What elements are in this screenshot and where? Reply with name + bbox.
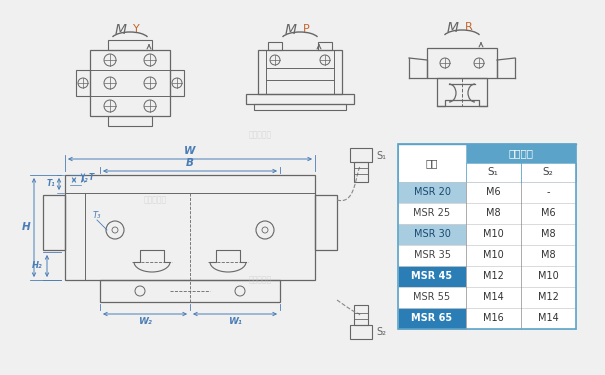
- Text: P: P: [303, 24, 310, 34]
- Text: R: R: [465, 22, 473, 32]
- Text: S₁: S₁: [488, 167, 499, 177]
- Text: M12: M12: [483, 271, 503, 281]
- Text: W₁: W₁: [228, 316, 242, 326]
- Text: M8: M8: [541, 250, 555, 260]
- Bar: [398, 245, 466, 266]
- Text: 型号: 型号: [426, 158, 438, 168]
- Text: M10: M10: [483, 250, 503, 260]
- Bar: [466, 266, 521, 287]
- Bar: [398, 144, 576, 329]
- Bar: [427, 48, 497, 78]
- Bar: [354, 162, 368, 182]
- Text: M10: M10: [538, 271, 558, 281]
- Text: T₃: T₃: [93, 210, 101, 219]
- Bar: [315, 195, 337, 250]
- Bar: [398, 203, 466, 224]
- Bar: [466, 203, 521, 224]
- Text: S₁: S₁: [376, 151, 386, 161]
- Bar: [398, 182, 466, 203]
- Bar: [268, 42, 282, 50]
- Text: S₂: S₂: [543, 167, 554, 177]
- Text: MSR 55: MSR 55: [413, 292, 451, 302]
- Text: M10: M10: [483, 229, 503, 239]
- Text: M8: M8: [486, 208, 500, 218]
- Text: Y: Y: [133, 24, 140, 34]
- Bar: [354, 305, 368, 325]
- Text: H: H: [22, 222, 30, 232]
- Text: MSR 45: MSR 45: [411, 271, 453, 281]
- Text: T₁: T₁: [47, 180, 55, 189]
- Bar: [521, 308, 576, 329]
- Text: M14: M14: [538, 313, 558, 323]
- Text: $M$: $M$: [284, 23, 298, 37]
- Text: 谺栓规格: 谺栓规格: [508, 148, 534, 158]
- Bar: [398, 308, 466, 329]
- Text: MSR 35: MSR 35: [413, 250, 451, 260]
- Text: S₂: S₂: [376, 327, 386, 337]
- Text: M14: M14: [483, 292, 503, 302]
- Text: M12: M12: [538, 292, 558, 302]
- Bar: [466, 224, 521, 245]
- Bar: [100, 280, 280, 302]
- Bar: [521, 224, 576, 245]
- Bar: [466, 182, 521, 203]
- Bar: [521, 266, 576, 287]
- Bar: [90, 50, 170, 116]
- Bar: [65, 175, 315, 280]
- Bar: [466, 245, 521, 266]
- Bar: [108, 40, 152, 50]
- Bar: [43, 195, 65, 250]
- Bar: [398, 287, 466, 308]
- Text: T₂: T₂: [80, 176, 88, 184]
- Bar: [521, 245, 576, 266]
- Bar: [398, 224, 466, 245]
- Text: M8: M8: [541, 229, 555, 239]
- Text: M16: M16: [483, 313, 503, 323]
- Text: $M$: $M$: [446, 21, 460, 35]
- Bar: [170, 70, 184, 96]
- Bar: [398, 144, 466, 182]
- Text: M6: M6: [541, 208, 555, 218]
- Bar: [258, 50, 342, 94]
- Bar: [437, 78, 487, 106]
- Text: MSR 20: MSR 20: [413, 187, 451, 197]
- Text: H₂: H₂: [31, 261, 42, 270]
- Text: 易威达传动: 易威达传动: [249, 130, 272, 140]
- Bar: [76, 70, 90, 96]
- Text: MSR 65: MSR 65: [411, 313, 453, 323]
- Text: T: T: [88, 174, 94, 183]
- Text: W₂: W₂: [138, 316, 152, 326]
- Bar: [521, 182, 576, 203]
- Bar: [521, 287, 576, 308]
- Bar: [350, 325, 372, 339]
- Bar: [254, 104, 346, 110]
- Bar: [350, 148, 372, 162]
- Text: W: W: [185, 146, 196, 156]
- Text: B: B: [186, 158, 194, 168]
- Text: 易威达传动: 易威达传动: [143, 195, 166, 204]
- Bar: [466, 308, 521, 329]
- Bar: [466, 287, 521, 308]
- Bar: [466, 144, 576, 163]
- Bar: [318, 42, 332, 50]
- Text: $M$: $M$: [114, 23, 128, 37]
- Text: M6: M6: [486, 187, 500, 197]
- Bar: [398, 266, 466, 287]
- Text: MSR 30: MSR 30: [414, 229, 451, 239]
- Text: 易威达传动: 易威达传动: [249, 276, 272, 285]
- Text: MSR 25: MSR 25: [413, 208, 451, 218]
- Bar: [521, 203, 576, 224]
- Bar: [246, 94, 354, 104]
- Text: -: -: [546, 187, 550, 197]
- Bar: [466, 163, 576, 182]
- Bar: [108, 116, 152, 126]
